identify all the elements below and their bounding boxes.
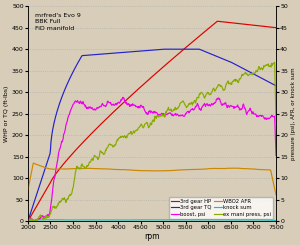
3rd gear HP — [198, 35, 201, 37]
ex mani press, psi — [274, 121, 278, 124]
3rd gear TQ — [274, 84, 278, 87]
knock sum — [56, 218, 59, 221]
3rd gear HP — [274, 26, 278, 29]
ex mani press, psi — [32, 220, 36, 223]
ex mani press, psi — [45, 216, 48, 219]
boost, psi — [122, 97, 126, 100]
3rd gear TQ — [122, 51, 125, 54]
Y-axis label: pressure (psi), AFR, or knock sum: pressure (psi), AFR, or knock sum — [291, 67, 296, 160]
knock sum — [140, 219, 143, 221]
3rd gear HP — [139, 85, 143, 88]
3rd gear TQ — [162, 48, 165, 51]
Y-axis label: WHP or TQ (ft-lbs): WHP or TQ (ft-lbs) — [4, 86, 9, 142]
Line: ex mani press, psi: ex mani press, psi — [28, 62, 276, 221]
WBO2 AFR — [198, 168, 202, 171]
3rd gear TQ — [44, 165, 48, 168]
WBO2 AFR — [274, 193, 278, 196]
3rd gear HP — [44, 189, 48, 192]
Line: boost, psi: boost, psi — [28, 98, 276, 221]
boost, psi — [274, 154, 278, 157]
3rd gear TQ — [139, 49, 143, 52]
knock sum — [274, 219, 278, 222]
boost, psi — [121, 96, 124, 99]
boost, psi — [45, 215, 48, 218]
Text: mrfred's Evo 9
BBK Full
FiD manifold: mrfred's Evo 9 BBK Full FiD manifold — [35, 13, 81, 31]
Line: knock sum: knock sum — [28, 220, 276, 221]
knock sum — [44, 218, 48, 221]
3rd gear HP — [122, 101, 125, 104]
3rd gear HP — [216, 20, 220, 23]
Line: WBO2 AFR: WBO2 AFR — [28, 163, 276, 195]
boost, psi — [26, 218, 30, 221]
X-axis label: rpm: rpm — [144, 232, 160, 241]
ex mani press, psi — [245, 73, 249, 76]
knock sum — [122, 219, 125, 221]
boost, psi — [31, 220, 34, 223]
3rd gear TQ — [198, 48, 202, 51]
WBO2 AFR — [26, 189, 30, 192]
3rd gear TQ — [26, 220, 30, 223]
knock sum — [198, 218, 202, 221]
WBO2 AFR — [245, 167, 249, 170]
3rd gear HP — [245, 23, 248, 26]
Legend: 3rd gear HP, 3rd gear TQ, boost, psi, WBO2 AFR, knock sum, ex mani press, psi: 3rd gear HP, 3rd gear TQ, boost, psi, WB… — [169, 197, 273, 219]
WBO2 AFR — [45, 166, 48, 169]
boost, psi — [140, 105, 144, 108]
boost, psi — [245, 112, 249, 115]
Line: 3rd gear HP: 3rd gear HP — [28, 21, 276, 221]
WBO2 AFR — [140, 169, 143, 172]
3rd gear TQ — [245, 69, 248, 72]
boost, psi — [246, 111, 249, 114]
ex mani press, psi — [122, 136, 125, 139]
WBO2 AFR — [32, 162, 35, 165]
knock sum — [245, 219, 249, 221]
ex mani press, psi — [198, 93, 202, 96]
ex mani press, psi — [273, 61, 277, 64]
3rd gear HP — [245, 23, 249, 26]
3rd gear TQ — [245, 69, 249, 72]
knock sum — [245, 219, 248, 221]
knock sum — [26, 219, 30, 222]
3rd gear HP — [26, 220, 30, 223]
Line: 3rd gear TQ: 3rd gear TQ — [28, 49, 276, 221]
WBO2 AFR — [245, 167, 248, 170]
ex mani press, psi — [245, 72, 248, 74]
WBO2 AFR — [122, 168, 125, 171]
boost, psi — [199, 108, 202, 111]
ex mani press, psi — [140, 123, 143, 126]
ex mani press, psi — [26, 219, 30, 222]
